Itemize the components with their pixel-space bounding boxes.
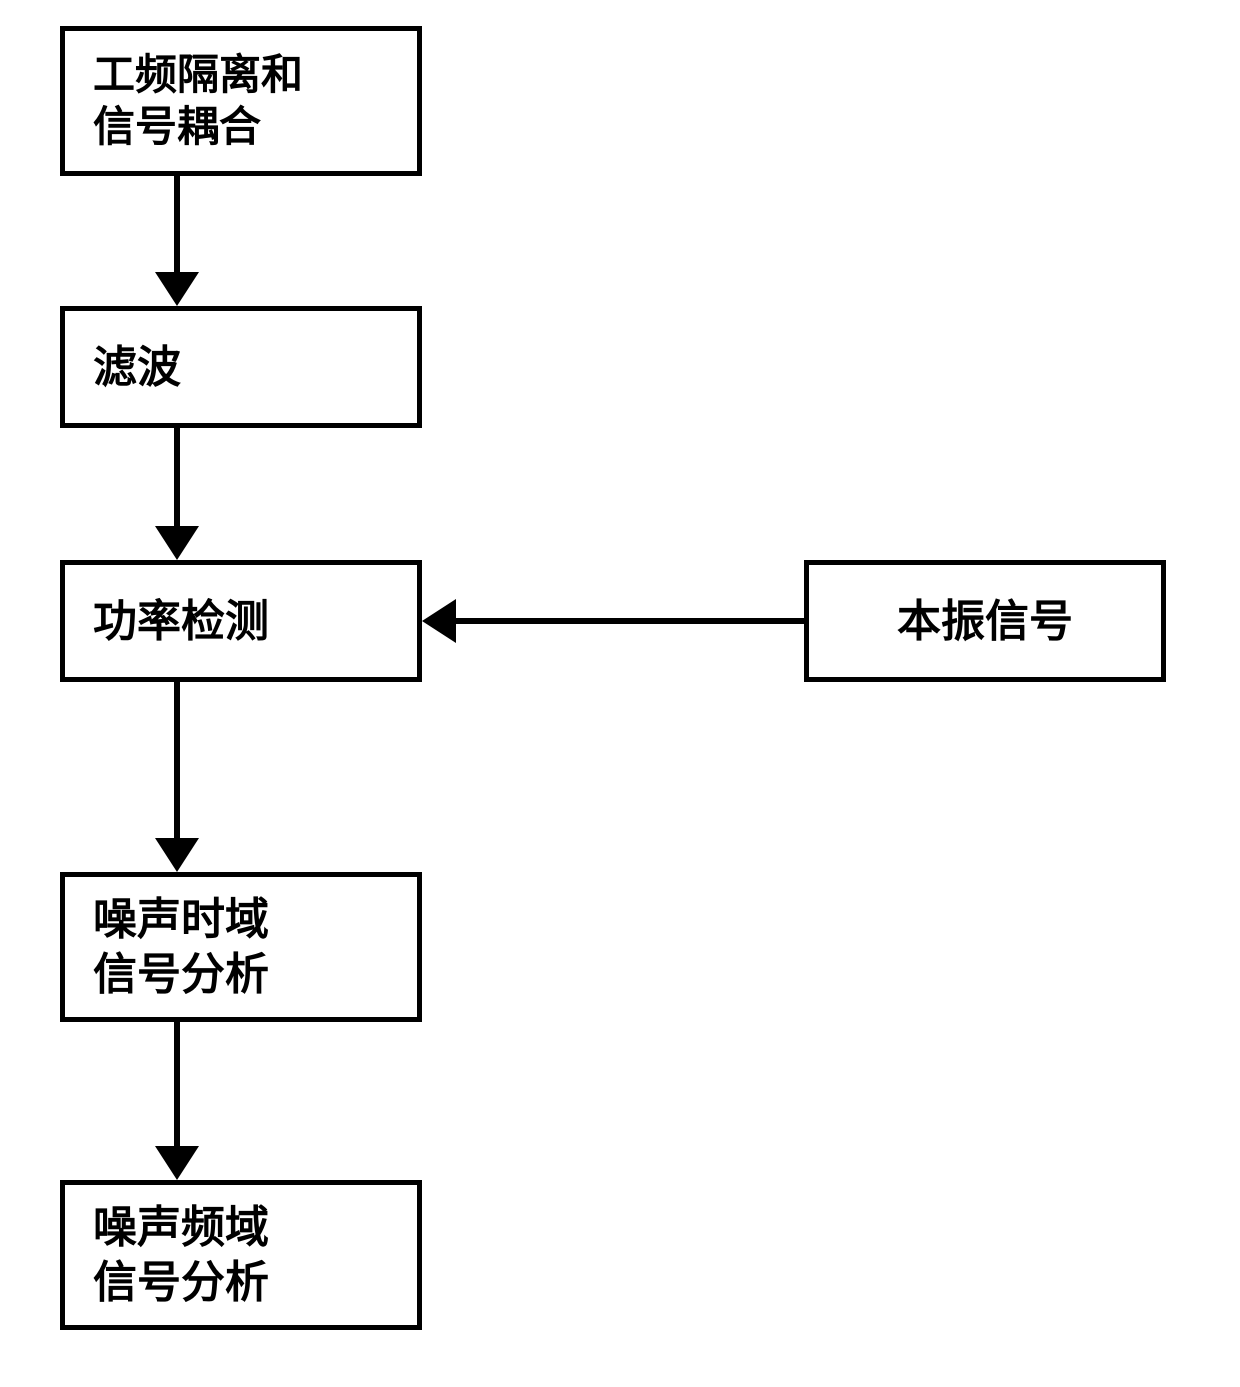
node-label-line2: 信号分析	[93, 950, 269, 999]
arrow-line	[174, 1022, 180, 1148]
flow-node-filter: 滤波	[60, 306, 422, 428]
node-label: 功率检测	[93, 594, 269, 649]
flow-node-noise-freq-domain: 噪声频域 信号分析	[60, 1180, 422, 1330]
arrow-line	[174, 428, 180, 528]
arrow-line	[174, 682, 180, 840]
arrow-head-down-icon	[155, 1146, 199, 1180]
node-label-line1: 噪声时域	[93, 895, 269, 944]
arrow-head-down-icon	[155, 838, 199, 872]
flow-node-isolation-coupling: 工频隔离和 信号耦合	[60, 26, 422, 176]
node-label-line1: 工频隔离和	[93, 51, 303, 98]
flow-node-noise-time-domain: 噪声时域 信号分析	[60, 872, 422, 1022]
node-label-line1: 噪声频域	[93, 1203, 269, 1252]
node-label-line2: 信号分析	[93, 1258, 269, 1307]
node-label: 本振信号	[897, 594, 1073, 649]
flow-node-power-detect: 功率检测	[60, 560, 422, 682]
arrow-head-down-icon	[155, 526, 199, 560]
node-label-line2: 信号耦合	[93, 103, 261, 150]
node-label: 滤波	[93, 340, 181, 395]
arrow-head-left-icon	[422, 599, 456, 643]
arrow-line	[456, 618, 804, 624]
arrow-head-down-icon	[155, 272, 199, 306]
arrow-line	[174, 176, 180, 274]
flow-node-local-oscillator: 本振信号	[804, 560, 1166, 682]
